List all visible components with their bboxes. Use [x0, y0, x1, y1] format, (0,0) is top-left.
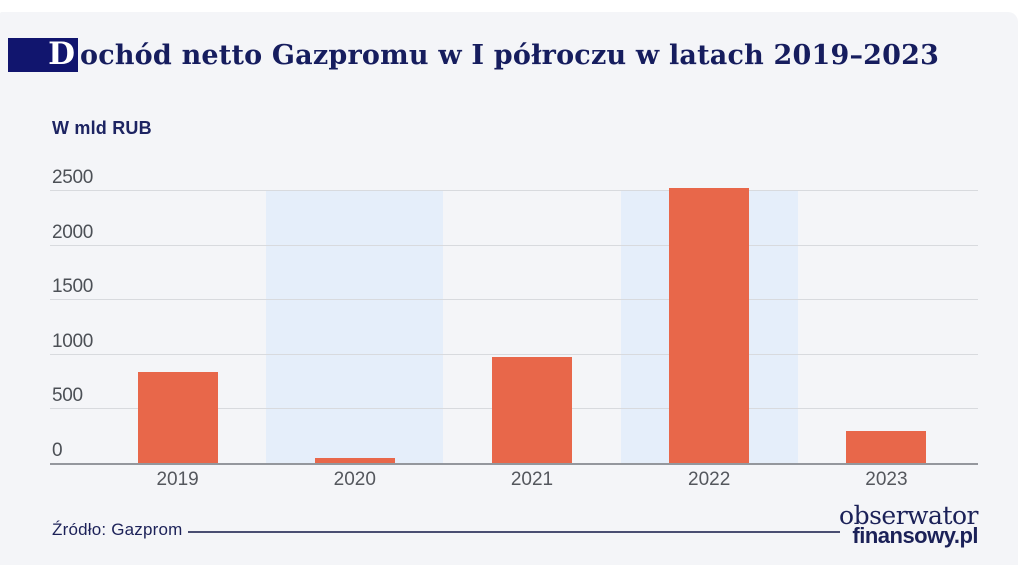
obserwator-finansowy-logo: obserwator finansowy.pl: [839, 501, 978, 548]
x-tick-label-2021: 2021: [510, 469, 554, 490]
x-axis-line: [50, 463, 978, 465]
plot-area: 0 500 1000 1500 2000 2500: [50, 167, 978, 463]
y-tick-label-1500: 1500: [52, 276, 94, 298]
bar-2020: [314, 458, 395, 463]
page-title: ochód netto Gazpromu w I półroczu w lata…: [80, 40, 940, 71]
logo-line2: finansowy.pl: [852, 523, 978, 548]
x-tick-label-2019: 2019: [156, 469, 199, 490]
logo-line1: obserwator: [839, 501, 978, 530]
title-drop-cap-box: D: [8, 38, 78, 72]
highlight-band-2020: [266, 190, 444, 463]
bar-2021: [492, 357, 572, 463]
gridline-2500: [50, 190, 978, 191]
y-axis-unit-label: W mld RUB: [52, 118, 152, 138]
y-tick-label-500: 500: [52, 385, 83, 407]
footer-divider-line: [188, 531, 840, 533]
bar-2023: [846, 430, 927, 463]
source-label: Źródło: Gazprom: [52, 520, 183, 539]
y-tick-label-0: 0: [52, 440, 63, 461]
y-tick-label-2500: 2500: [52, 167, 94, 188]
bar-2019: [137, 371, 218, 463]
x-tick-label-2022: 2022: [688, 469, 731, 490]
y-tick-label-1000: 1000: [52, 330, 94, 352]
gridline-1500: [50, 299, 978, 301]
title-block: D ochód netto Gazpromu w I półroczu w la…: [0, 0, 1020, 80]
chart-panel-background: [0, 12, 1018, 565]
gridline-2000: [50, 244, 978, 246]
x-tick-label-2020: 2020: [333, 469, 376, 490]
title-drop-cap: D: [48, 36, 75, 72]
x-tick-label-2023: 2023: [865, 469, 908, 490]
y-tick-label-2000: 2000: [52, 221, 94, 243]
bar-2022: [669, 188, 750, 463]
gridline-1000: [50, 353, 978, 355]
